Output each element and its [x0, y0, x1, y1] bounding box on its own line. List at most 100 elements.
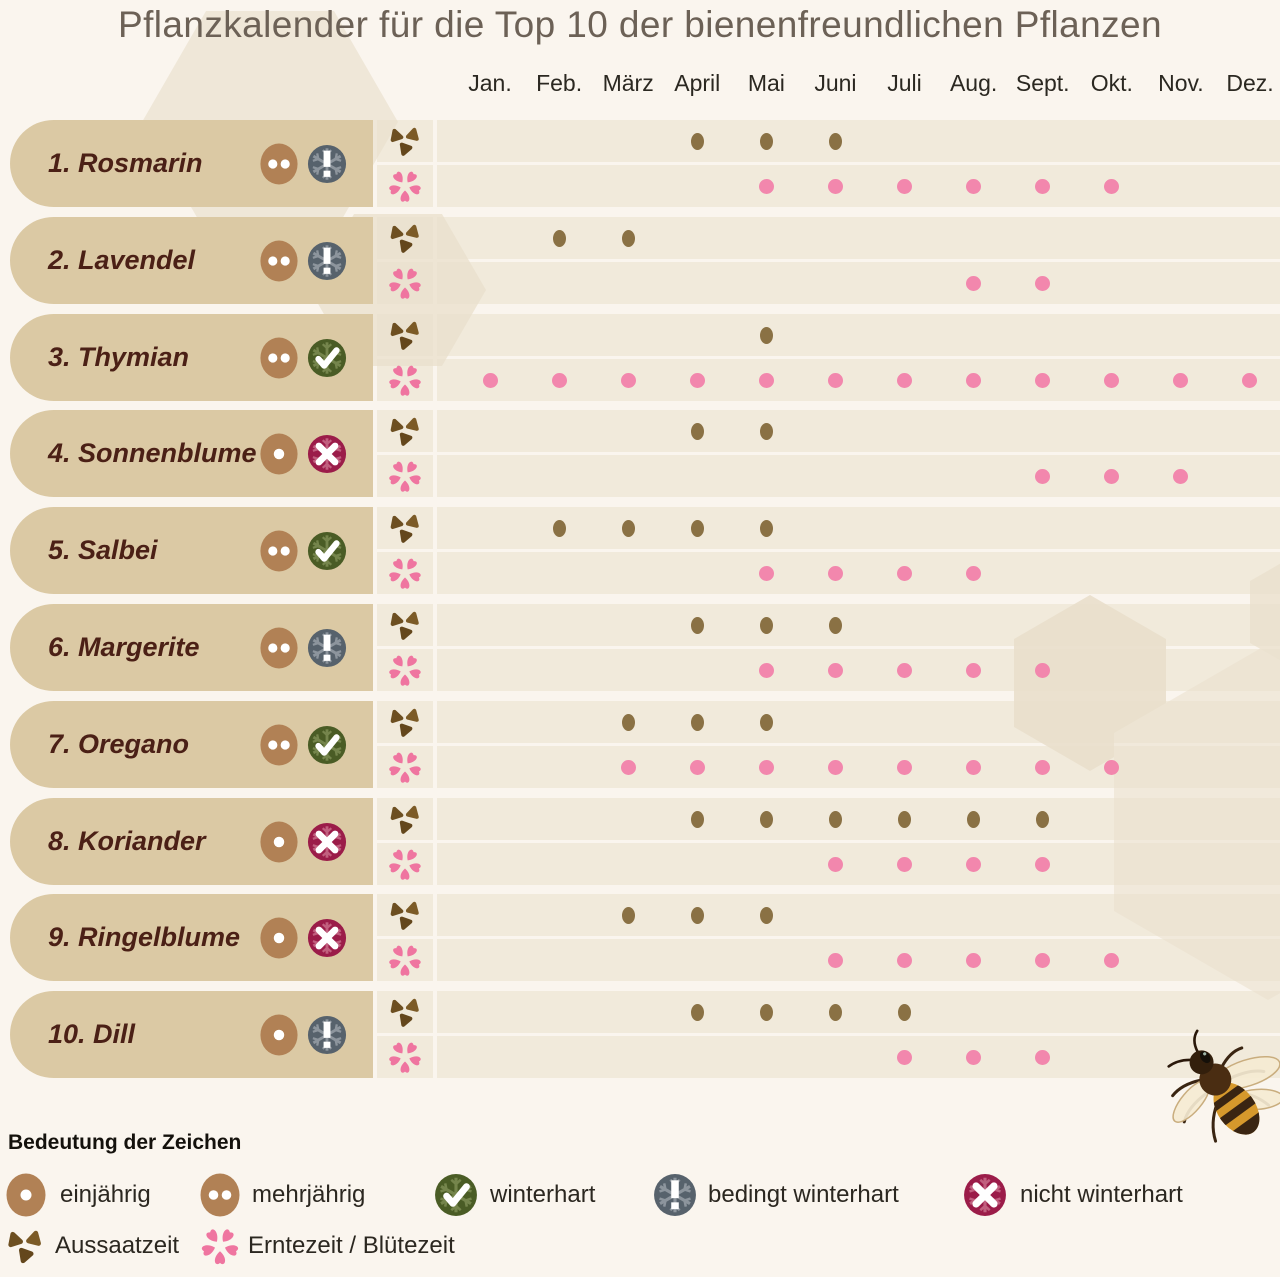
seeds-icon — [390, 998, 419, 1027]
harvest-dot — [1173, 372, 1189, 388]
flower-icon — [389, 752, 421, 783]
month-label: Juli — [887, 70, 922, 96]
sowing-dot — [690, 519, 704, 537]
month-label: April — [674, 70, 721, 96]
sowing-dot — [828, 616, 842, 634]
month-label: Juni — [814, 70, 857, 96]
calendar-band-harvest — [437, 746, 1280, 788]
calendar-band-sowing — [437, 507, 1280, 549]
calendar-band-harvest — [437, 262, 1280, 304]
sowing-dot — [621, 229, 635, 247]
bee-antennae — [1167, 1029, 1199, 1068]
flower-cell — [377, 649, 433, 691]
harvest-dot — [897, 178, 913, 194]
harvest-dot — [827, 178, 843, 194]
plant-pill: 8. Koriander — [10, 798, 373, 885]
harvest-dot — [551, 372, 567, 388]
harvest-dot — [1035, 662, 1051, 678]
harvest-dot — [758, 178, 774, 194]
sowing-dot — [759, 1003, 773, 1021]
harvest-dot — [966, 856, 982, 872]
harvest-dot — [620, 759, 636, 775]
snowflake-check-icon — [307, 723, 347, 767]
seed-two-dots-icon — [259, 142, 299, 186]
sowing-dot — [690, 616, 704, 634]
seeds-icon — [390, 514, 419, 543]
harvest-dot — [482, 372, 498, 388]
calendar-band-sowing — [437, 701, 1280, 743]
snowflake-check-icon — [432, 1171, 480, 1219]
month-label: Sept. — [1015, 70, 1070, 96]
calendar-band-harvest — [437, 1036, 1280, 1078]
seeds-icon — [390, 901, 419, 930]
plant-name: 7. Oregano — [48, 729, 190, 759]
seeds-icon — [390, 321, 419, 350]
plant-pill: 1. Rosmarin — [10, 120, 373, 207]
plant-pill: 10. Dill — [10, 991, 373, 1078]
snowflake-check-icon — [307, 336, 347, 380]
plant-pill: 4. Sonnenblume — [10, 410, 373, 497]
page-title: Pflanzkalender für die Top 10 der bienen… — [118, 4, 1162, 45]
harvest-dot — [827, 952, 843, 968]
harvest-dot — [966, 662, 982, 678]
legend-item-label: Aussaatzeit — [55, 1232, 180, 1259]
seeds-cell — [377, 798, 433, 840]
harvest-dot — [827, 759, 843, 775]
seeds-cell — [377, 604, 433, 646]
sowing-dot — [690, 810, 704, 828]
snowflake-cross-icon — [307, 916, 347, 960]
harvest-dot — [1035, 1049, 1051, 1065]
harvest-dot — [966, 759, 982, 775]
snowflake-exclamation-icon — [651, 1171, 699, 1219]
flower-icon — [389, 655, 421, 686]
harvest-dot — [1035, 952, 1051, 968]
flower-cell — [377, 939, 433, 981]
month-label: Aug. — [949, 70, 998, 96]
sowing-dot — [759, 616, 773, 634]
seeds-cell — [377, 507, 433, 549]
seed-one-dot-icon — [259, 432, 299, 476]
legend-item-label: mehrjährig — [252, 1181, 366, 1208]
sowing-dot — [621, 906, 635, 924]
harvest-dot — [1035, 468, 1051, 484]
seed-two-dots-icon — [259, 626, 299, 670]
flower-cell — [377, 262, 433, 304]
harvest-dot — [966, 565, 982, 581]
plant-name: 3. Thymian — [48, 342, 190, 372]
sowing-dot — [759, 422, 773, 440]
calendar-band-sowing — [437, 894, 1280, 936]
flower-icon — [389, 1042, 421, 1073]
calendar-band-sowing — [437, 798, 1280, 840]
seeds-icon — [390, 224, 419, 253]
seeds-icon — [390, 611, 419, 640]
harvest-dot — [689, 372, 705, 388]
flower-cell — [377, 843, 433, 885]
flower-icon — [389, 849, 421, 880]
calendar-band-harvest — [437, 552, 1280, 594]
calendar-band-sowing — [437, 217, 1280, 259]
calendar-band-sowing — [437, 410, 1280, 452]
month-label: Okt. — [1090, 70, 1133, 96]
plant-name: 1. Rosmarin — [48, 148, 203, 178]
calendar-band-harvest — [437, 359, 1280, 401]
calendar-band-harvest — [437, 843, 1280, 885]
plant-pill: 2. Lavendel — [10, 217, 373, 304]
sowing-dot — [690, 132, 704, 150]
sowing-dot — [690, 422, 704, 440]
legend-item-label: winterhart — [490, 1181, 596, 1208]
harvest-dot — [966, 275, 982, 291]
harvest-dot — [1035, 856, 1051, 872]
sowing-dot — [1036, 810, 1050, 828]
harvest-dot — [827, 372, 843, 388]
seeds-icon — [390, 805, 419, 834]
month-label: Nov. — [1158, 70, 1204, 96]
month-label: Mai — [747, 70, 785, 96]
seeds-cell — [377, 120, 433, 162]
harvest-dot — [1104, 468, 1120, 484]
seed-two-dots-icon — [259, 723, 299, 767]
plant-pill: 7. Oregano — [10, 701, 373, 788]
sowing-dot — [828, 132, 842, 150]
harvest-dot — [758, 662, 774, 678]
month-label: März — [602, 70, 654, 96]
